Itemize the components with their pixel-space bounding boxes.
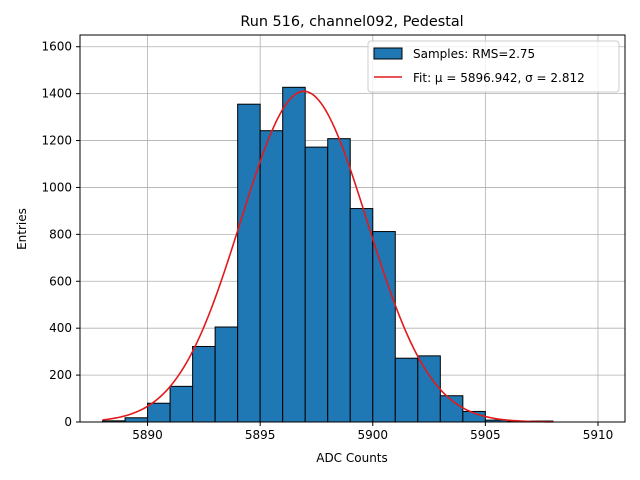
x-tick-label: 5890: [132, 428, 163, 442]
y-tick-label: 1600: [41, 40, 72, 54]
histogram-bar: [349, 208, 374, 423]
legend: Samples: RMS=2.75 Fit: μ = 5896.942, σ =…: [367, 40, 620, 93]
histogram-bar: [124, 417, 149, 423]
histogram-bars: [102, 86, 554, 423]
histogram-bar: [417, 355, 441, 423]
y-axis-ticks: 0 200 400 600 800 1000 1200 1400 1600: [41, 40, 80, 429]
histogram-bar: [147, 402, 171, 423]
x-tick-label: 5910: [583, 428, 614, 442]
chart-title: Run 516, channel092, Pedestal: [240, 14, 463, 30]
histogram-bar: [214, 326, 239, 423]
plot-frame: [79, 34, 626, 423]
histogram-bar: [394, 357, 419, 423]
legend-histogram-label: Samples: RMS=2.75: [413, 47, 535, 61]
y-tick-label: 1000: [41, 180, 72, 194]
y-tick-label: 1400: [41, 87, 72, 101]
x-tick-label: 5900: [357, 428, 388, 442]
fit-curve: [102, 90, 553, 423]
y-tick-label: 400: [49, 321, 72, 335]
legend-fit-label: Fit: μ = 5896.942, σ = 2.812: [413, 71, 585, 85]
histogram-bar: [237, 103, 261, 423]
histogram-bar: [282, 86, 306, 423]
x-axis-label: ADC Counts: [316, 451, 388, 465]
y-tick-label: 1200: [41, 134, 72, 148]
y-axis-label: Entries: [15, 208, 29, 250]
y-tick-label: 200: [49, 368, 72, 382]
histogram-bar: [192, 345, 216, 423]
x-tick-label: 5895: [245, 428, 276, 442]
y-tick-label: 0: [64, 415, 72, 429]
y-tick-label: 800: [49, 227, 72, 241]
histogram-bar: [169, 385, 194, 423]
y-tick-label: 600: [49, 274, 72, 288]
histogram-bar: [259, 130, 284, 423]
histogram-bar: [327, 138, 351, 423]
legend-box: [367, 40, 620, 93]
x-tick-label: 5905: [470, 428, 501, 442]
x-axis-ticks: 5890 5895 5900 5905 5910: [132, 422, 613, 442]
histogram-bar: [304, 146, 329, 423]
histogram-bar: [372, 231, 396, 423]
legend-histogram-swatch: [373, 47, 403, 60]
